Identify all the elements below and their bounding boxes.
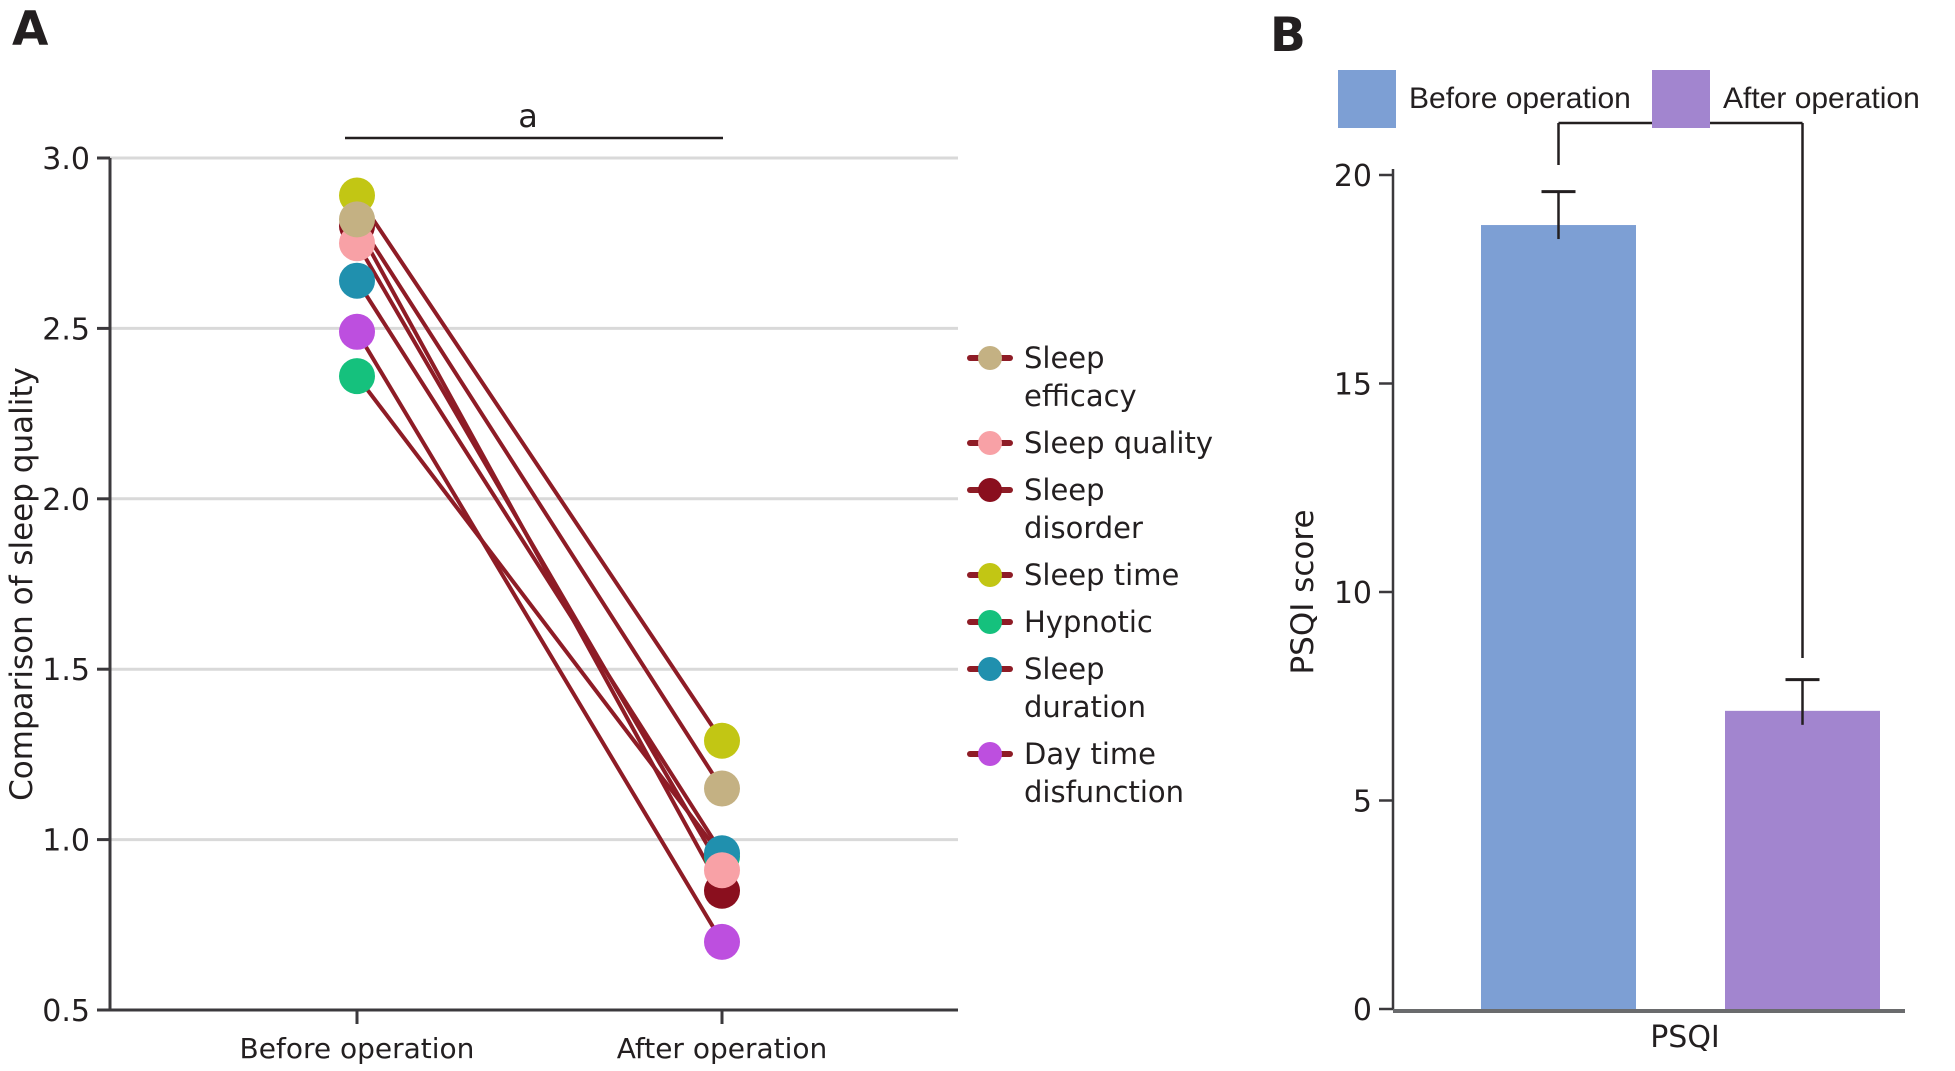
legend-item-label: Sleep efficacy (1024, 341, 1137, 413)
connector-line (355, 218, 724, 790)
data-point (339, 262, 375, 299)
legend-marker-icon (967, 609, 1013, 635)
legend-swatch-before-operation (1338, 70, 1396, 128)
data-point (339, 313, 375, 350)
data-point (704, 722, 740, 759)
legend-item: Day time disfunction (967, 735, 1217, 811)
y-tick-label: 2.0 (42, 483, 90, 518)
legend-dot-icon (978, 431, 1002, 455)
data-point (704, 852, 740, 889)
legend-item: Hypnotic (967, 603, 1217, 641)
legend-dot-icon (978, 563, 1002, 587)
legend-dot-icon (978, 742, 1002, 766)
legend-marker-icon (967, 430, 1013, 456)
legend-item-label: Sleep time (1024, 558, 1180, 592)
legend-marker-icon (967, 656, 1013, 682)
data-point (704, 770, 740, 807)
legend-item: Sleep time (967, 556, 1217, 594)
x-tick-label: PSQI (1650, 1020, 1720, 1055)
legend-item-label: Sleep duration (1024, 652, 1147, 724)
legend-dot-icon (978, 657, 1002, 681)
y-tick-label: 2.5 (42, 312, 90, 347)
legend-item-label: Sleep disorder (1024, 473, 1143, 545)
legend-marker-icon (967, 345, 1013, 371)
legend-dot-icon (978, 610, 1002, 634)
bar (1725, 710, 1880, 1009)
legend-item: Before operation (1338, 70, 1631, 128)
y-tick-label: 0 (1353, 993, 1372, 1028)
data-point (704, 923, 740, 960)
x-tick-label: After operation (617, 1032, 828, 1065)
x-tick-label: Before operation (240, 1032, 475, 1065)
legend-item: After operation (1652, 70, 1920, 128)
y-tick-label: 15 (1334, 368, 1372, 403)
legend-swatch-after-operation (1652, 70, 1710, 128)
y-tick-label: 1.5 (42, 653, 90, 688)
legend-item-label: After operation (1723, 82, 1920, 115)
significance-label: a (518, 97, 538, 135)
data-point (339, 358, 375, 395)
legend-item: Sleep duration (967, 650, 1217, 726)
y-tick-label: 20 (1334, 159, 1372, 194)
panel-a-legend: Sleep efficacy Sleep quality Sleep disorde… (967, 339, 1217, 820)
bar (1481, 225, 1636, 1010)
connector-line (355, 194, 724, 742)
y-tick-label: 0.5 (42, 994, 90, 1029)
connector-line (355, 225, 724, 892)
panel-b-chart: 20151050aPSQI (1334, 80, 1905, 1055)
panel-a-label: A (12, 2, 49, 57)
panel-a-chart: 3.0 2.5 2.0 1.5 1.0 0.5 Before operation After … (42, 97, 958, 1065)
legend-item-label: Sleep quality (1024, 426, 1213, 460)
connector-line (355, 279, 724, 855)
y-tick-label: 5 (1353, 785, 1372, 820)
panel-b-label: B (1270, 8, 1306, 63)
legend-item-label: Day time disfunction (1024, 737, 1185, 809)
legend-item-label: Before operation (1409, 82, 1631, 115)
legend-item: Sleep efficacy (967, 339, 1217, 415)
legend-item: Sleep disorder (967, 471, 1217, 547)
legend-item-label: Hypnotic (1024, 605, 1153, 639)
legend-marker-icon (967, 477, 1013, 503)
y-tick-label: 3.0 (42, 142, 90, 177)
legend-dot-icon (978, 346, 1002, 370)
y-tick-label: 1.0 (42, 824, 90, 859)
legend-marker-icon (967, 562, 1013, 588)
y-tick-label: 10 (1334, 576, 1372, 611)
connector-line (355, 330, 724, 943)
legend-dot-icon (978, 478, 1002, 502)
legend-marker-icon (967, 741, 1013, 767)
data-point (339, 201, 375, 238)
connector-line (355, 374, 724, 858)
legend-item: Sleep quality (967, 424, 1217, 462)
